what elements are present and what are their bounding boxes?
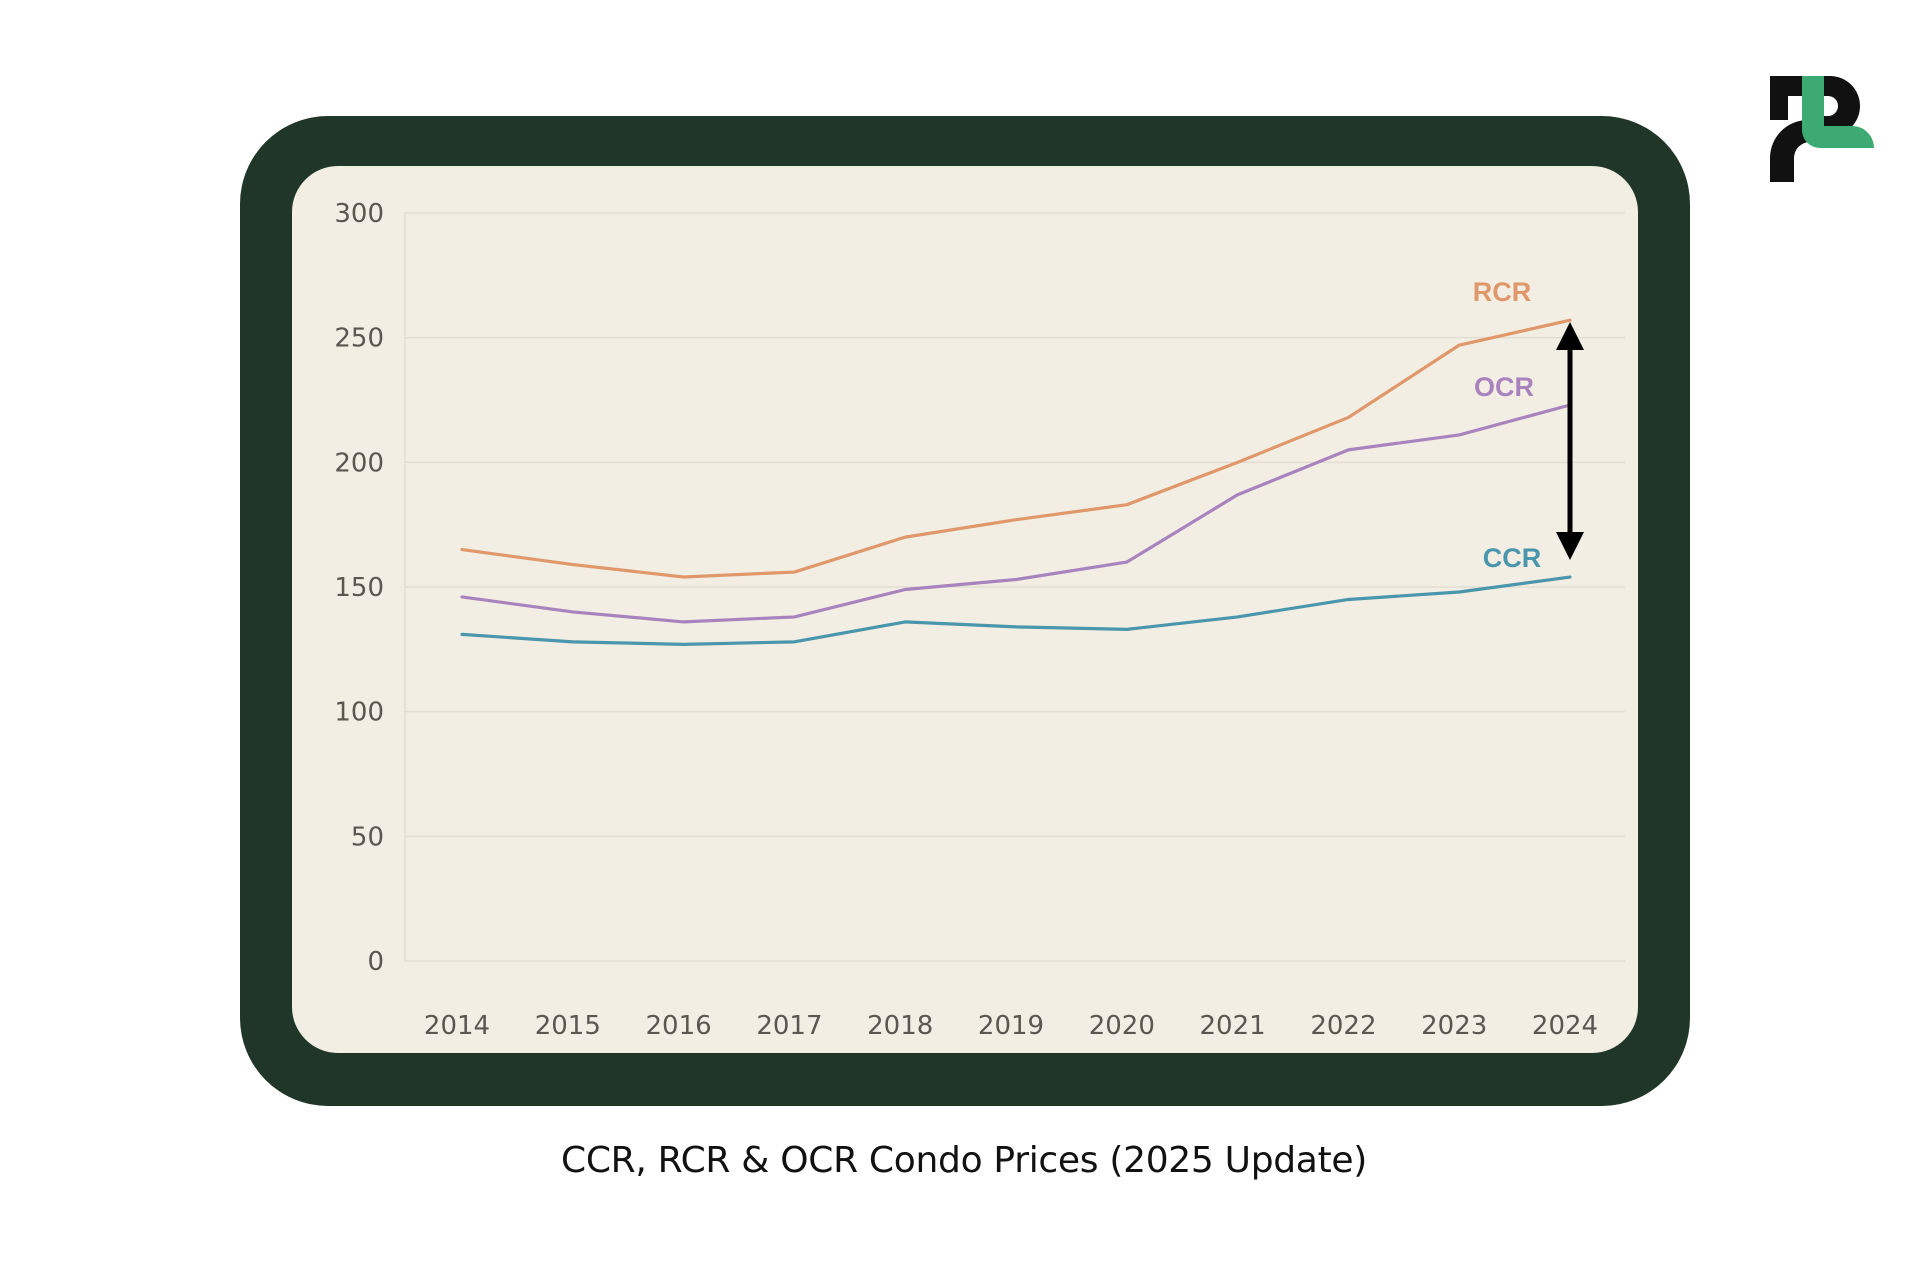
x-tick-label: 2018 xyxy=(867,1011,933,1041)
x-tick-label: 2014 xyxy=(424,1011,490,1041)
x-axis-ticks: 2014 2015 2016 2017 2018 2019 2020 2021 2022 2023… xyxy=(424,1011,1598,1041)
y-axis-ticks: 0 50 100 150 200 250 300 xyxy=(334,199,384,977)
arrow-head-down-icon xyxy=(1556,532,1584,560)
y-tick-label: 100 xyxy=(334,698,384,728)
y-tick-label: 200 xyxy=(334,448,384,478)
gridlines xyxy=(404,212,1625,962)
chart-panel xyxy=(292,166,1638,1053)
x-tick-label: 2024 xyxy=(1532,1011,1598,1041)
x-tick-label: 2022 xyxy=(1310,1011,1376,1041)
annotations xyxy=(1556,322,1584,560)
brand-logo-icon xyxy=(1770,76,1874,182)
x-tick-label: 2021 xyxy=(1200,1011,1266,1041)
series-lines xyxy=(460,318,1572,646)
series-label-ccr: CCR xyxy=(1483,543,1542,573)
y-tick-label: 150 xyxy=(334,573,384,603)
series-label-ocr: OCR xyxy=(1474,372,1534,402)
y-tick-label: 50 xyxy=(351,822,384,852)
x-tick-label: 2015 xyxy=(535,1011,601,1041)
x-tick-label: 2020 xyxy=(1089,1011,1155,1041)
series-label-rcr: RCR xyxy=(1473,277,1532,307)
x-tick-label: 2017 xyxy=(756,1011,822,1041)
y-tick-label: 250 xyxy=(334,324,384,354)
chart-caption: CCR, RCR & OCR Condo Prices (2025 Update… xyxy=(561,1140,1367,1181)
x-tick-label: 2016 xyxy=(646,1011,712,1041)
series-labels: RCR OCR CCR xyxy=(1473,277,1542,573)
y-tick-label: 300 xyxy=(334,199,384,229)
series-line-rcr xyxy=(460,318,1572,579)
series-line-ocr xyxy=(460,403,1572,624)
arrow-head-up-icon xyxy=(1556,322,1584,350)
y-tick-label: 0 xyxy=(367,947,384,977)
x-tick-label: 2019 xyxy=(978,1011,1044,1041)
x-tick-label: 2023 xyxy=(1421,1011,1487,1041)
logo-green-shape xyxy=(1802,76,1874,148)
